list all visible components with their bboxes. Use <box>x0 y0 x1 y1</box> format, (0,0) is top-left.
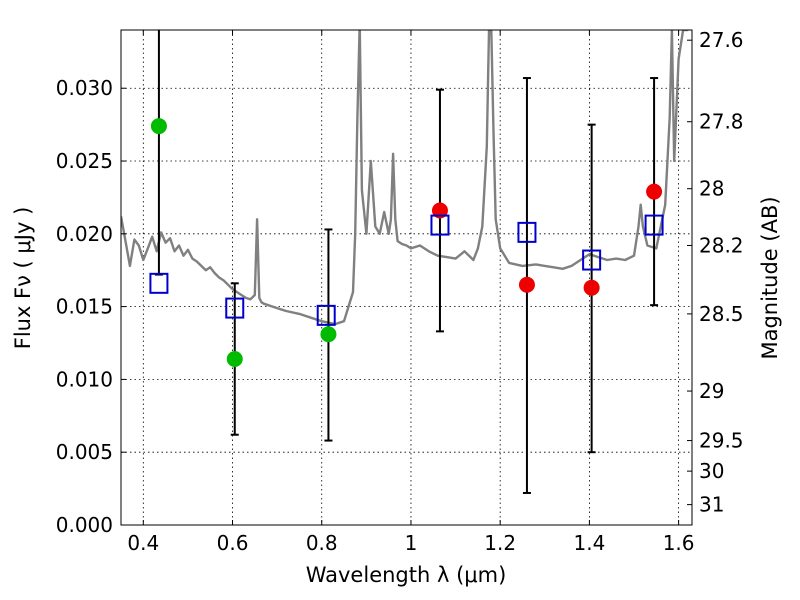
markers <box>149 118 664 368</box>
magnitude-tick-labels: 27.6 27.8 28 28.2 28.5 29 29.5 30 31 <box>699 28 744 516</box>
y-tick-label: 0.005 <box>56 440 113 464</box>
model-point <box>430 214 450 236</box>
model-point <box>149 272 169 294</box>
plot-frame <box>120 29 693 526</box>
plot-background <box>121 30 692 525</box>
y-tick-label: 0.015 <box>56 295 113 319</box>
observed-point <box>431 202 448 219</box>
x-tick-label: 0.8 <box>306 531 338 555</box>
observed-point <box>320 326 337 343</box>
right-axis-label: Magnitude (AB) <box>758 196 782 359</box>
y-tick-label: 0.010 <box>56 367 113 391</box>
model-point <box>225 297 245 319</box>
magnitude-tick-label: 27.6 <box>699 28 744 52</box>
x-gridlines <box>142 30 680 525</box>
y-tick-label: 0.025 <box>56 149 113 173</box>
magnitude-tick-label: 28.2 <box>699 233 744 257</box>
y-axis-label: Flux Fν ( μJy ) <box>11 207 35 350</box>
x-tick-label: 1.4 <box>573 531 605 555</box>
data-series <box>121 30 689 326</box>
model-point <box>644 214 664 236</box>
y-tick-label: 0.020 <box>56 222 113 246</box>
magnitude-tick-label: 30 <box>699 459 724 483</box>
y-tick-label: 0.030 <box>56 76 113 100</box>
y-tick-labels: 0.000 0.005 0.010 0.015 0.020 0.025 0.030 <box>56 76 113 537</box>
observed-point <box>226 351 243 368</box>
model-point <box>517 221 537 243</box>
x-tick-label: 1 <box>405 531 418 555</box>
x-tick-label: 1.6 <box>663 531 695 555</box>
x-axis-label: Wavelength λ (μm) <box>306 563 507 587</box>
x-tick-labels: 0.4 0.6 0.8 1 1.2 1.4 1.6 <box>127 531 694 555</box>
magnitude-tick-label: 29.5 <box>699 429 744 453</box>
spectrum-line <box>121 30 689 326</box>
observed-point <box>150 118 167 135</box>
magnitude-tick-label: 27.8 <box>699 110 744 134</box>
observed-point <box>518 276 535 293</box>
observed-point <box>646 183 663 200</box>
x-tick-label: 1.2 <box>484 531 516 555</box>
x-tick-label: 0.6 <box>217 531 249 555</box>
magnitude-tick-label: 28.5 <box>699 302 744 326</box>
magnitude-tick-label: 29 <box>699 379 724 403</box>
x-tick-label: 0.4 <box>127 531 159 555</box>
model-point <box>316 304 336 326</box>
magnitude-tick-label: 31 <box>699 493 724 517</box>
axis-ticks <box>121 30 692 526</box>
y-tick-label: 0.000 <box>56 513 113 537</box>
magnitude-tick-label: 28 <box>699 177 724 201</box>
observed-point <box>583 279 600 296</box>
model-point <box>582 249 602 271</box>
